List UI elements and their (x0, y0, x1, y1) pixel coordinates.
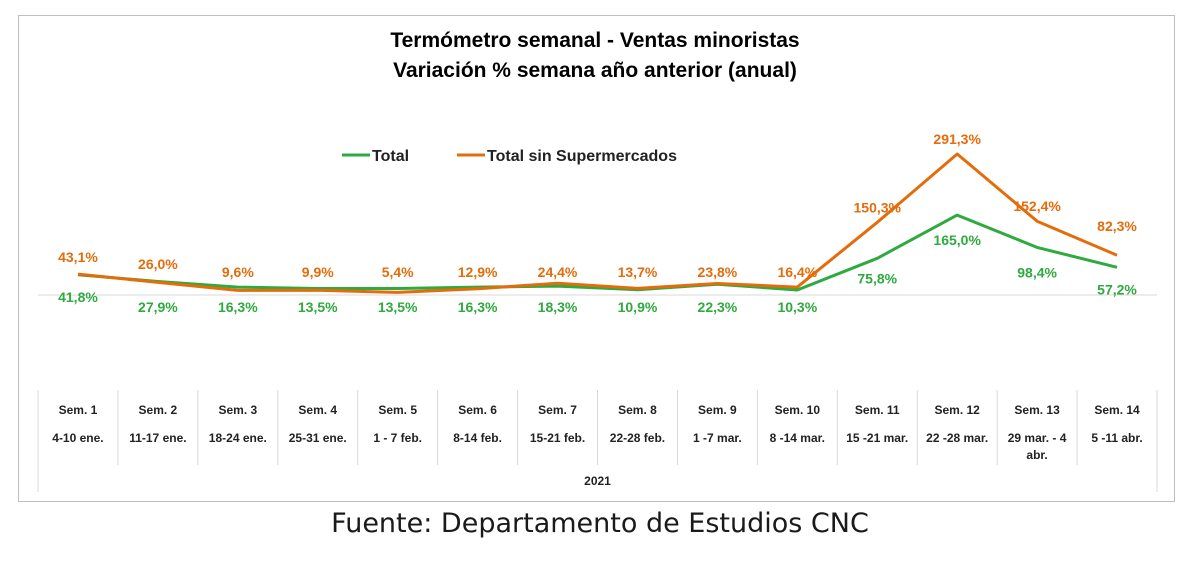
data-label-sin-super: 82,3% (1097, 218, 1137, 234)
data-label-sin-super: 26,0% (138, 256, 178, 272)
category-label: Sem. 12 (934, 403, 980, 417)
category-label: Sem. 8 (618, 403, 657, 417)
data-label-total: 13,5% (378, 299, 418, 315)
data-label-total: 16,3% (218, 299, 258, 315)
category-date: 8 -14 mar. (770, 431, 825, 445)
category-label: Sem. 2 (139, 403, 178, 417)
data-label-total: 165,0% (933, 232, 981, 248)
data-label-total: 22,3% (698, 299, 738, 315)
category-date: 15 -21 mar. (846, 431, 908, 445)
data-label-sin-super: 5,4% (382, 264, 414, 280)
category-date: 22-28 feb. (610, 431, 665, 445)
category-date: 15-21 feb. (530, 431, 585, 445)
year-label: 2021 (584, 474, 611, 488)
chart-title: Termómetro semanal - Ventas minoristas (390, 29, 799, 52)
data-label-sin-super: 150,3% (854, 199, 902, 215)
data-label-sin-super: 43,1% (58, 249, 98, 265)
chart-frame (18, 15, 1175, 502)
data-label-total: 10,3% (777, 299, 817, 315)
category-date: 1 - 7 feb. (373, 431, 422, 445)
data-label-total: 98,4% (1017, 264, 1057, 280)
legend-label: Total (372, 148, 409, 165)
data-label-sin-super: 16,4% (777, 264, 817, 280)
category-date: 25-31 ene. (289, 431, 347, 445)
category-date: 4-10 ene. (52, 431, 103, 445)
data-label-total: 10,9% (618, 299, 658, 315)
category-date: 5 -11 abr. (1091, 431, 1142, 445)
category-label: Sem. 4 (298, 403, 337, 417)
data-label-sin-super: 12,9% (458, 264, 498, 280)
category-label: Sem. 11 (855, 403, 900, 417)
data-label-sin-super: 13,7% (618, 264, 658, 280)
data-label-total: 75,8% (857, 270, 897, 286)
category-label: Sem. 6 (458, 403, 497, 417)
series-line (77, 152, 1118, 294)
data-label-total: 16,3% (458, 299, 498, 315)
data-label-total: 27,9% (138, 299, 178, 315)
category-date: 1 -7 mar. (693, 431, 742, 445)
category-label: Sem. 3 (218, 403, 257, 417)
category-date: 18-24 ene. (209, 431, 267, 445)
category-date: 29 mar. - 4 (1008, 431, 1067, 445)
category-label: Sem. 5 (378, 403, 417, 417)
category-label: Sem. 7 (538, 403, 577, 417)
data-label-sin-super: 152,4% (1013, 198, 1061, 214)
category-label: Sem. 14 (1094, 403, 1140, 417)
data-label-total: 41,8% (58, 289, 98, 305)
data-label-total: 13,5% (298, 299, 338, 315)
legend-label: Total sin Supermercados (487, 148, 677, 165)
category-label: Sem. 13 (1014, 403, 1060, 417)
source-caption: Fuente: Departamento de Estudios CNC (331, 508, 869, 539)
data-label-total: 18,3% (538, 299, 578, 315)
category-date: 22 -28 mar. (926, 431, 988, 445)
category-label: Sem. 1 (59, 403, 98, 417)
data-label-sin-super: 9,6% (222, 264, 254, 280)
category-label: Sem. 9 (698, 403, 737, 417)
category-label: Sem. 10 (775, 403, 821, 417)
series-line (77, 213, 1118, 292)
data-label-sin-super: 24,4% (538, 264, 578, 280)
data-label-sin-super: 291,3% (933, 131, 981, 147)
category-date: 11-17 ene. (129, 431, 186, 445)
chart-subtitle: Variación % semana año anterior (anual) (393, 59, 797, 82)
category-date: abr. (1026, 448, 1047, 462)
data-label-sin-super: 23,8% (698, 264, 738, 280)
data-label-sin-super: 9,9% (302, 264, 334, 280)
data-label-total: 57,2% (1097, 281, 1137, 297)
category-date: 8-14 feb. (453, 431, 502, 445)
